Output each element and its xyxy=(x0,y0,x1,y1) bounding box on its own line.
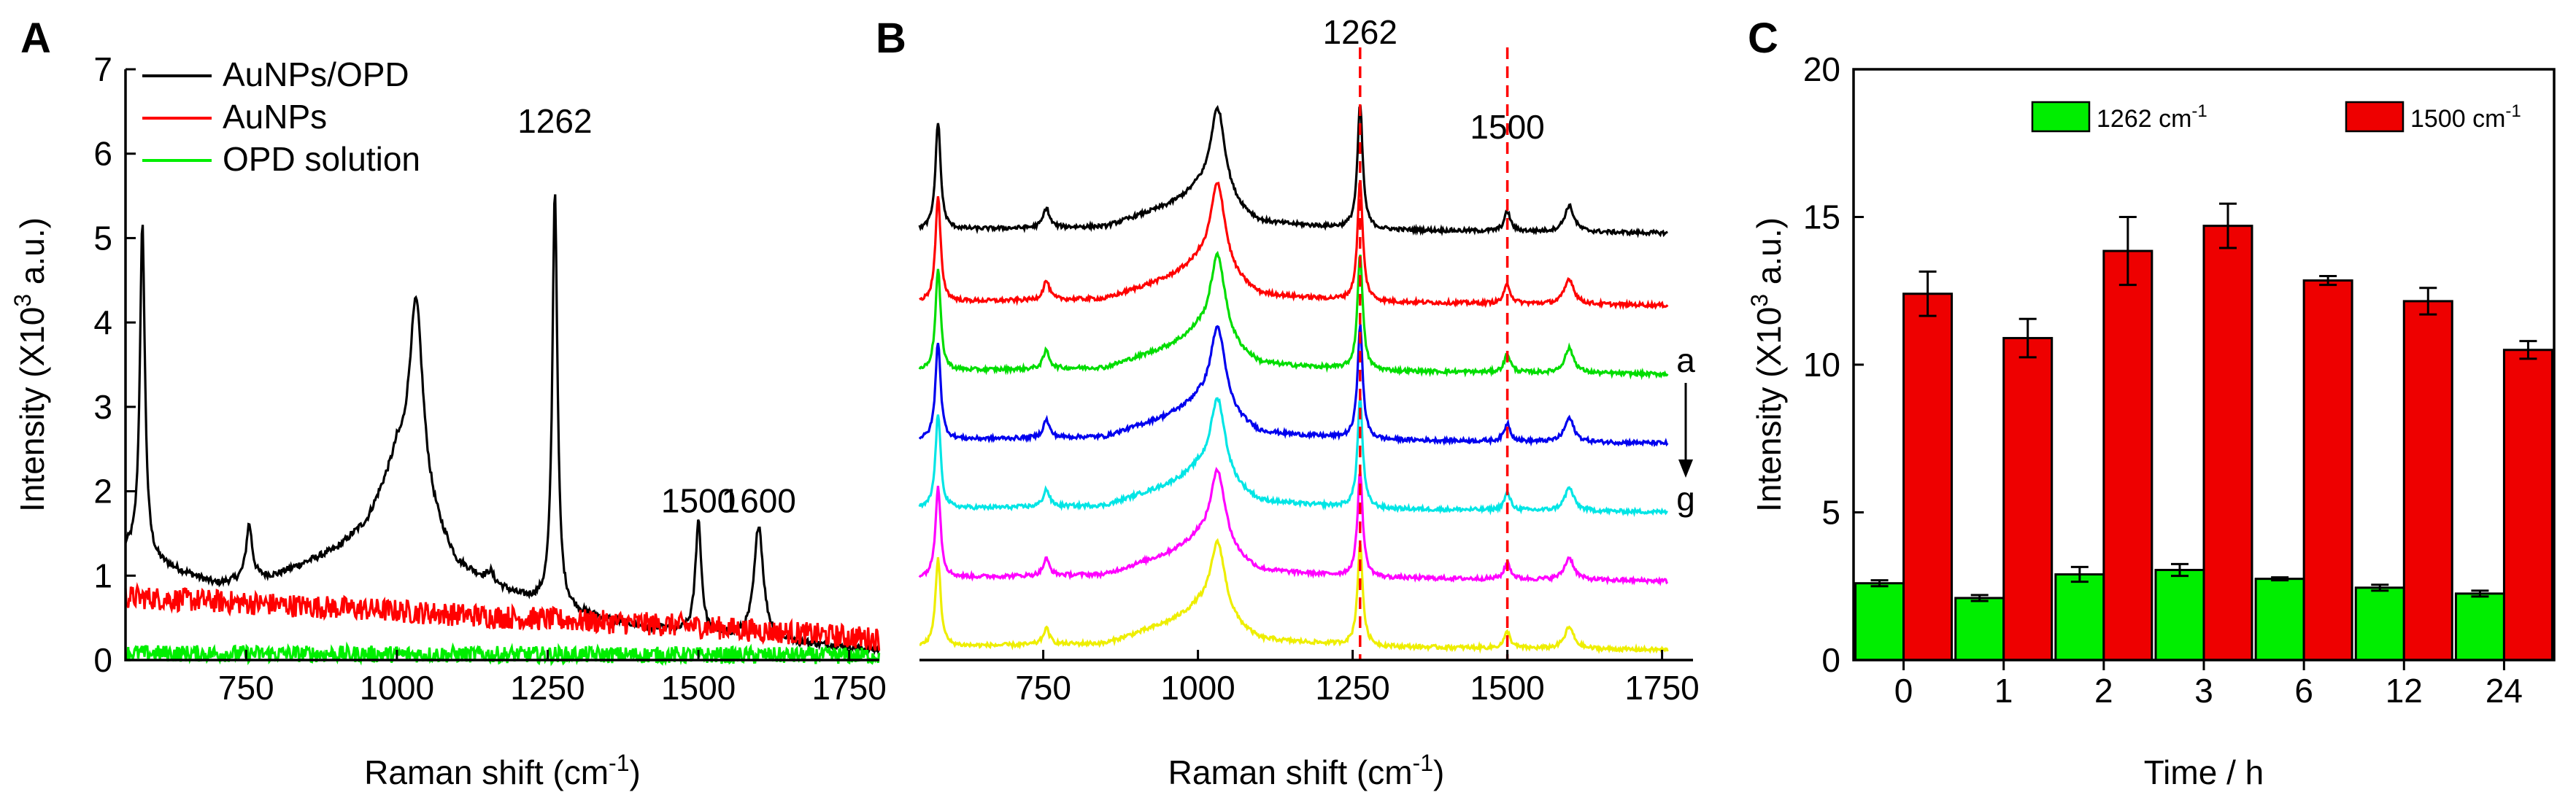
y-tick-label: 4 xyxy=(93,303,112,341)
legend-label: OPD solution xyxy=(223,140,420,178)
series-line-b xyxy=(919,179,1669,311)
y-tick-label: 0 xyxy=(93,641,112,679)
legend-swatch xyxy=(2345,101,2405,133)
y-tick-label: 5 xyxy=(93,219,112,257)
y-tick-label: 6 xyxy=(93,135,112,173)
x-tick-label: 6 xyxy=(2294,672,2313,710)
arrow-start-label: a xyxy=(1676,341,1695,379)
bar-1500-t1 xyxy=(2002,337,2054,662)
series-line-e xyxy=(918,397,1668,518)
series-line-opd-solution xyxy=(124,641,881,667)
x-tick-label: 1 xyxy=(1994,672,2013,710)
y-axis-label: Intensity (X103 a.u.) xyxy=(9,217,51,512)
y-tick-label: 3 xyxy=(93,388,112,426)
panel-letter-b: B xyxy=(876,15,906,62)
bar-1262-t6 xyxy=(2254,578,2305,662)
bar-1262-t2 xyxy=(2054,573,2105,662)
series-line-f xyxy=(918,467,1669,586)
reference-label: 1500 xyxy=(1470,108,1544,146)
y-tick-label: 2 xyxy=(93,473,112,511)
panel-a: A 0 1 2 3 4 5 6 7 750 1000 1250 1500 1750 Raman shift … xyxy=(9,15,887,791)
bar-1500-t0 xyxy=(1902,292,1954,662)
panel-letter-c: C xyxy=(1748,15,1778,62)
x-axis-label: Raman shift (cm-1) xyxy=(364,750,641,791)
x-tick-label: 24 xyxy=(2486,672,2523,710)
series-line-aunps xyxy=(124,582,881,651)
x-tick-label: 1750 xyxy=(812,669,887,707)
panel-b: B 1262 1500 a g 750 1000 1250 1500 1750 Raman shif… xyxy=(876,13,1700,791)
arrow-head xyxy=(1678,459,1693,478)
x-tick-label: 2 xyxy=(2094,672,2113,710)
series-line-aunps-opd xyxy=(124,194,881,656)
peak-label: 1262 xyxy=(517,102,592,140)
x-tick-label: 12 xyxy=(2386,672,2423,710)
bar-1500-t2 xyxy=(2102,249,2153,662)
bar-1262-t1 xyxy=(1954,597,2005,662)
bar-1500-t12 xyxy=(2402,300,2453,662)
bar-1262-t0 xyxy=(1854,582,1905,662)
bar-1500-t24 xyxy=(2502,349,2553,662)
peak-label: 1500 xyxy=(661,482,736,520)
y-tick-label: 15 xyxy=(1803,198,1840,236)
legend-label: AuNPs xyxy=(223,98,327,136)
x-tick-label: 750 xyxy=(1015,669,1071,707)
bar-1262-t24 xyxy=(2454,592,2505,662)
bar-1500-t6 xyxy=(2302,279,2353,662)
legend-label: 1500 cm-1 xyxy=(2410,101,2521,133)
series-line-d xyxy=(918,324,1669,448)
x-tick-label: 3 xyxy=(2194,672,2213,710)
x-tick-label: 1750 xyxy=(1624,669,1699,707)
legend-label: AuNPs/OPD xyxy=(223,55,409,93)
y-tick-label: 1 xyxy=(93,556,112,594)
bar-1262-t12 xyxy=(2354,586,2405,662)
x-axis-label: Time / h xyxy=(2144,753,2264,791)
x-tick-label: 1500 xyxy=(1470,669,1544,707)
y-axis-label: Intensity (X103 a.u.) xyxy=(1746,217,1788,512)
series-line-a xyxy=(918,104,1668,238)
y-tick-label: 0 xyxy=(1821,641,1840,679)
bar-1500-t3 xyxy=(2202,225,2253,662)
reference-label: 1262 xyxy=(1323,13,1397,51)
y-tick-label: 20 xyxy=(1803,50,1840,88)
arrow-end-label: g xyxy=(1676,480,1695,518)
x-tick-label: 1250 xyxy=(1315,669,1389,707)
y-tick-label: 5 xyxy=(1821,494,1840,532)
y-tick-label: 10 xyxy=(1803,346,1840,384)
series-line-g xyxy=(919,538,1669,654)
x-tick-label: 1250 xyxy=(510,669,585,707)
x-tick-label: 750 xyxy=(218,669,274,707)
panel-letter-a: A xyxy=(20,15,51,62)
legend-label: 1262 cm-1 xyxy=(2097,101,2207,133)
series-line-c xyxy=(918,250,1669,381)
x-tick-label: 1000 xyxy=(1160,669,1235,707)
x-tick-label: 1500 xyxy=(661,669,736,707)
bar-1262-t3 xyxy=(2154,568,2205,662)
x-axis-label: Raman shift (cm-1) xyxy=(1168,750,1445,791)
legend-swatch xyxy=(2031,101,2091,133)
y-tick-label: 7 xyxy=(93,50,112,88)
peak-label: 1600 xyxy=(722,482,796,520)
x-tick-label: 1000 xyxy=(360,669,434,707)
x-tick-label: 0 xyxy=(1894,672,1913,710)
